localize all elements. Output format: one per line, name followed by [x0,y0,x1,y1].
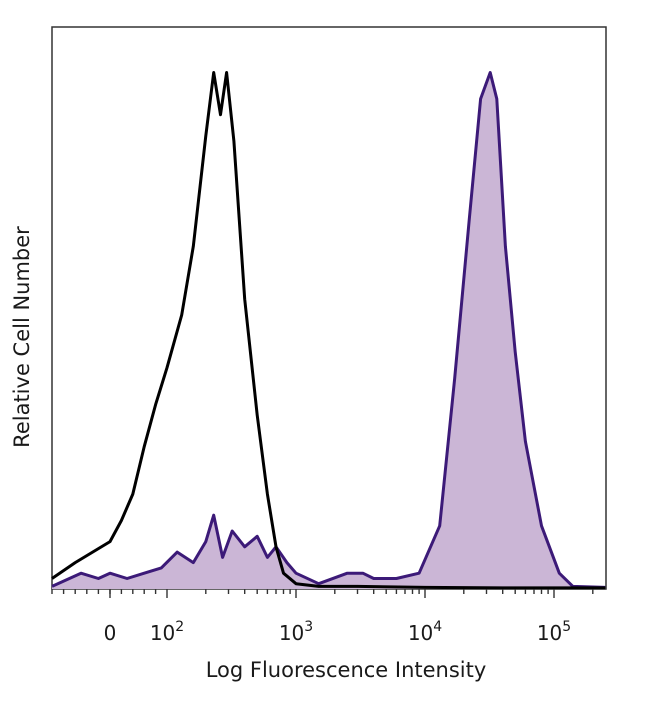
x-axis-tick-labels: 0 102 103 104 105 [104,619,572,645]
series-outline-line [51,71,606,590]
y-axis-title: Relative Cell Number [10,226,34,448]
x-tick-label: 105 [537,619,571,645]
series-layer [51,71,606,590]
series-filled-outline [51,71,606,589]
x-tick-label: 104 [408,619,442,645]
x-axis-ticks [51,589,594,598]
x-tick-label: 103 [279,619,313,645]
series-fill-area [52,72,606,589]
x-tick-label: 102 [150,619,184,645]
x-axis-title: Log Fluorescence Intensity [206,658,487,682]
x-tick-label: 0 [104,621,117,645]
